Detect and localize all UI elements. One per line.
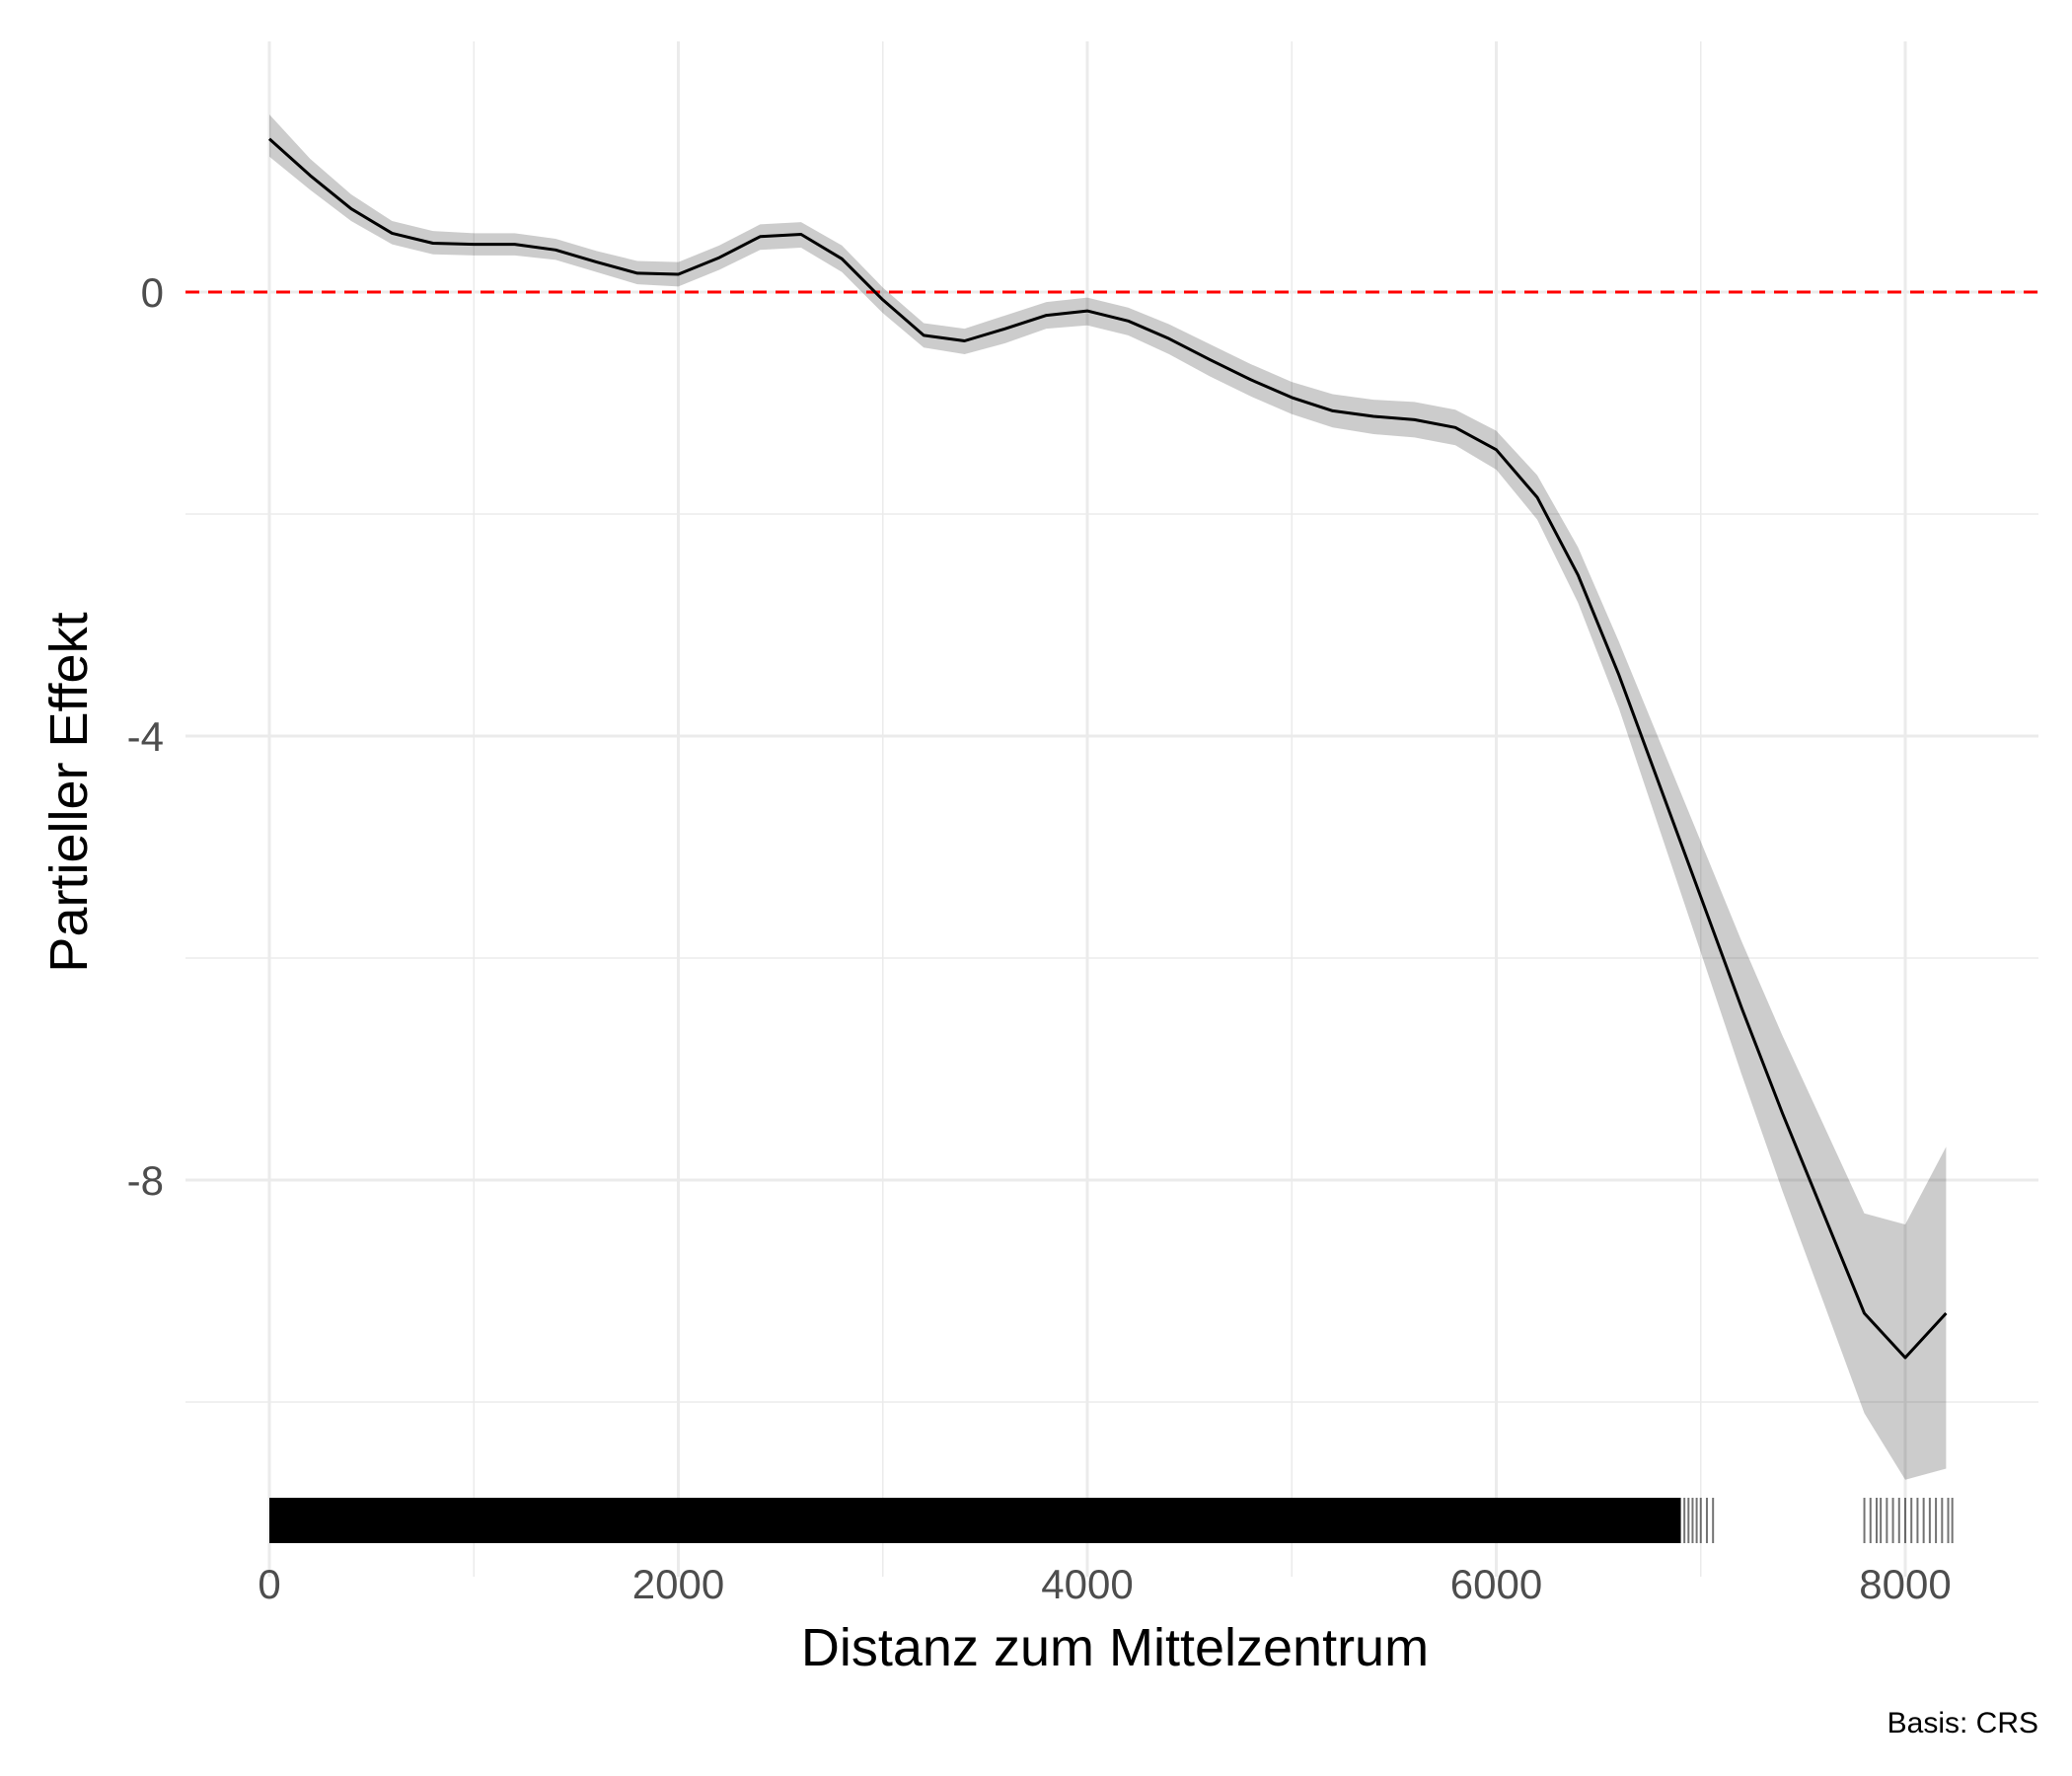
x-axis-title: Distanz zum Mittelzentrum [801, 1618, 1429, 1677]
minor-gridlines [185, 41, 2038, 1577]
major-gridlines [185, 41, 2038, 1577]
confidence-band [269, 114, 1947, 1480]
smooth-curve [267, 137, 1948, 1360]
rug-plot [269, 1498, 1954, 1543]
rug-dense-block [269, 1498, 1681, 1543]
x-tick-label: 6000 [1450, 1561, 1542, 1607]
y-tick-label: 0 [141, 269, 164, 316]
x-tick-label: 8000 [1859, 1561, 1951, 1607]
caption: Basis: CRS [1887, 1707, 2038, 1739]
confidence-band-area [269, 114, 1947, 1480]
x-tick-label: 2000 [632, 1561, 724, 1607]
y-tick-label: -4 [127, 713, 164, 760]
series-line [267, 137, 1948, 1360]
y-tick-label: -8 [127, 1157, 164, 1204]
y-axis-title: Partieller Effekt [39, 612, 99, 972]
x-tick-labels: 0 2000 4000 6000 8000 [258, 1561, 1951, 1607]
x-tick-label: 4000 [1041, 1561, 1133, 1607]
y-tick-labels: 0 -4 -8 [127, 269, 164, 1204]
x-tick-label: 0 [258, 1561, 280, 1607]
